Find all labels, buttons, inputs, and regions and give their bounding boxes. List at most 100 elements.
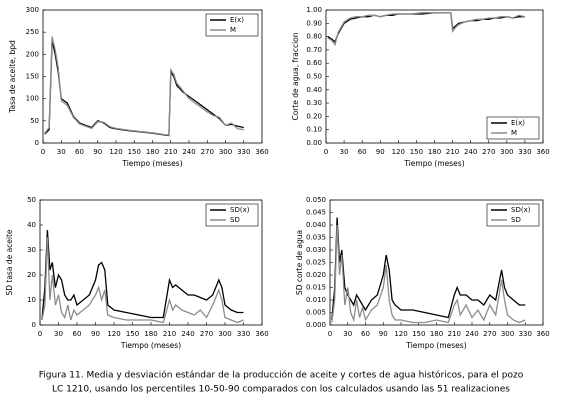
y-tick-label: 0.020 <box>306 271 326 279</box>
x-tick-label: 330 <box>519 330 532 338</box>
y-tick-label: 20 <box>27 271 36 279</box>
x-tick-label: 90 <box>376 148 385 156</box>
x-tick-label: 330 <box>237 148 250 156</box>
x-tick-label: 0 <box>324 148 328 156</box>
x-tick-label: 300 <box>218 330 231 338</box>
x-tick-label: 0 <box>41 148 45 156</box>
y-tick-label: 0.40 <box>306 86 322 94</box>
y-tick-label: 0.30 <box>306 99 322 107</box>
y-tick-label: 40 <box>27 221 36 229</box>
x-tick-label: 60 <box>358 148 367 156</box>
x-tick-label: 90 <box>91 330 100 338</box>
y-tick-label: 100 <box>26 95 39 103</box>
legend-label: SD <box>511 216 521 224</box>
x-tick-label: 150 <box>126 330 139 338</box>
x-tick-label: 120 <box>394 330 407 338</box>
y-tick-label: 0.015 <box>306 284 326 292</box>
y-tick-label: 0.00 <box>306 139 322 147</box>
y-tick-label: 0.040 <box>306 221 326 229</box>
y-axis-label: Corte de agua, fraccion <box>291 32 300 120</box>
y-tick-label: 50 <box>27 196 36 204</box>
x-tick-label: 240 <box>182 148 195 156</box>
y-tick-label: 0.005 <box>306 309 326 317</box>
y-tick-label: 0.010 <box>306 296 326 304</box>
series-line <box>44 36 244 136</box>
x-tick-label: 330 <box>518 148 531 156</box>
x-tick-label: 270 <box>201 148 214 156</box>
x-tick-label: 180 <box>428 148 441 156</box>
x-tick-label: 30 <box>343 330 352 338</box>
x-tick-label: 210 <box>448 330 461 338</box>
caption-line: Figura 11. Media y desviación estándar d… <box>39 370 524 381</box>
x-tick-label: 270 <box>482 148 495 156</box>
x-tick-label: 180 <box>144 330 157 338</box>
x-tick-label: 90 <box>379 330 388 338</box>
y-tick-label: 0.70 <box>306 46 322 54</box>
x-tick-label: 300 <box>501 330 514 338</box>
x-tick-label: 120 <box>107 330 120 338</box>
y-tick-label: 0.50 <box>306 73 322 81</box>
y-axis-label: Tasa de aceite, bpd <box>8 40 17 114</box>
y-tick-label: 0 <box>35 139 39 147</box>
x-axis-label: Tiempo (meses) <box>403 159 464 168</box>
x-tick-label: 60 <box>73 330 82 338</box>
series-line <box>327 12 526 47</box>
y-tick-label: 50 <box>30 117 39 125</box>
y-tick-label: 0.20 <box>306 112 322 120</box>
y-tick-label: 300 <box>26 6 39 14</box>
x-tick-label: 180 <box>146 148 159 156</box>
x-tick-label: 60 <box>361 330 370 338</box>
y-tick-label: 0.045 <box>306 209 326 217</box>
y-tick-label: 0.000 <box>306 321 326 329</box>
legend-label: M <box>230 26 236 34</box>
y-tick-label: 200 <box>26 50 39 58</box>
x-tick-label: 240 <box>181 330 194 338</box>
x-tick-label: 60 <box>75 148 84 156</box>
legend-label: M <box>511 129 517 137</box>
series-line <box>331 217 526 321</box>
y-axis-label: SD corte de agua <box>295 230 304 295</box>
y-tick-label: 30 <box>27 246 36 254</box>
x-axis-label: Tiempo (meses) <box>121 159 182 168</box>
x-tick-label: 150 <box>410 148 423 156</box>
x-tick-label: 360 <box>536 148 549 156</box>
x-tick-label: 210 <box>164 148 177 156</box>
series-line <box>331 224 526 324</box>
x-tick-label: 270 <box>200 330 213 338</box>
x-tick-label: 0 <box>328 330 332 338</box>
y-tick-label: 150 <box>26 73 39 81</box>
legend-label: SD <box>230 216 240 224</box>
legend-label: E(x) <box>511 119 525 127</box>
y-tick-label: 0.050 <box>306 196 326 204</box>
x-tick-label: 150 <box>128 148 141 156</box>
y-tick-label: 0.60 <box>306 59 322 67</box>
x-tick-label: 240 <box>465 330 478 338</box>
x-tick-label: 90 <box>93 148 102 156</box>
y-tick-label: 0.10 <box>306 126 322 134</box>
y-axis-label: SD tasa de aceite <box>5 229 14 295</box>
x-tick-label: 0 <box>38 330 42 338</box>
y-tick-label: 0.80 <box>306 33 322 41</box>
x-tick-label: 210 <box>163 330 176 338</box>
x-tick-label: 240 <box>464 148 477 156</box>
x-tick-label: 300 <box>500 148 513 156</box>
x-axis-label: Tiempo (meses) <box>120 341 181 350</box>
series-line <box>44 40 244 137</box>
y-tick-label: 1.00 <box>306 6 322 14</box>
y-tick-label: 250 <box>26 28 39 36</box>
x-axis-label: Tiempo (meses) <box>405 341 466 350</box>
x-tick-label: 150 <box>412 330 425 338</box>
y-tick-label: 0.025 <box>306 259 326 267</box>
x-tick-label: 360 <box>255 330 268 338</box>
y-tick-label: 0.035 <box>306 234 326 242</box>
y-tick-label: 10 <box>27 296 36 304</box>
y-tick-label: 0.90 <box>306 19 322 27</box>
x-tick-label: 300 <box>219 148 232 156</box>
x-tick-label: 360 <box>255 148 268 156</box>
x-tick-label: 30 <box>340 148 349 156</box>
x-tick-label: 210 <box>446 148 459 156</box>
x-tick-label: 180 <box>430 330 443 338</box>
legend-label: E(x) <box>230 16 244 24</box>
x-tick-label: 120 <box>109 148 122 156</box>
y-tick-label: 0.030 <box>306 246 326 254</box>
